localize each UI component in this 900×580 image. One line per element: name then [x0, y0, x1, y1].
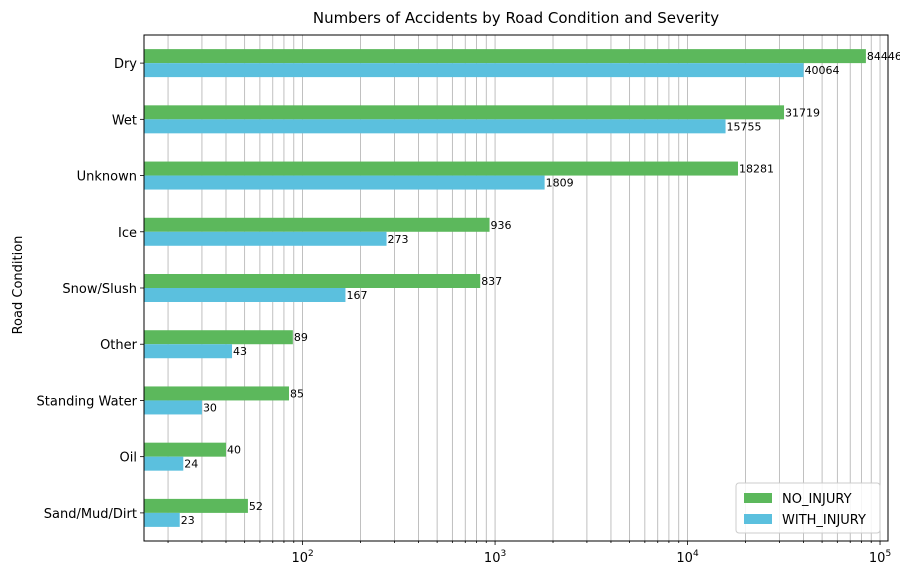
data-label: 15755: [727, 120, 762, 133]
bar-with-injury: [144, 63, 804, 78]
data-label: 18281: [739, 163, 774, 176]
bars: [144, 49, 866, 527]
legend-swatch: [744, 514, 772, 524]
data-label: 85: [290, 387, 304, 400]
data-label: 167: [346, 289, 367, 302]
bar-with-injury: [144, 231, 387, 246]
data-label: 31719: [785, 106, 820, 119]
bar-with-injury: [144, 288, 346, 302]
data-label: 40: [227, 444, 241, 457]
bar-no-injury: [144, 498, 248, 513]
bar-no-injury: [144, 161, 738, 176]
data-label: 84446: [867, 50, 900, 63]
data-label: 43: [233, 345, 247, 358]
data-label: 936: [491, 219, 512, 232]
legend-label: WITH_INJURY: [782, 513, 866, 528]
y-axis-ticks: Dry Wet Unknown Ice Snow/Slush Other Standing …: [37, 57, 144, 522]
bar-no-injury: [144, 217, 490, 232]
data-label: 30: [203, 401, 217, 414]
x-tick-label: 103: [484, 549, 506, 566]
data-label: 89: [294, 331, 308, 344]
y-tick-label: Wet: [112, 113, 137, 128]
bar-no-injury: [144, 386, 290, 401]
bar-no-injury: [144, 330, 293, 345]
y-tick-label: Other: [100, 338, 138, 353]
y-tick-label: Unknown: [77, 170, 137, 185]
legend-swatch: [744, 493, 772, 503]
y-tick-label: Dry: [114, 57, 137, 72]
x-tick-label: 102: [291, 549, 313, 566]
legend: NO_INJURY WITH_INJURY: [735, 482, 881, 534]
x-tick-label: 105: [869, 549, 891, 566]
x-tick-label: 104: [676, 549, 699, 566]
y-tick-label: Ice: [118, 226, 137, 241]
data-label: 1809: [546, 177, 574, 190]
bar-with-injury: [144, 512, 180, 527]
data-label: 24: [184, 458, 198, 471]
bar-with-injury: [144, 175, 545, 190]
legend-label: NO_INJURY: [782, 492, 852, 507]
chart-title: Numbers of Accidents by Road Condition a…: [313, 9, 719, 27]
data-label: 40064: [805, 64, 840, 77]
data-labels: 84446 40064 31719 15755 18281 1809 936 273 837 16…: [181, 50, 900, 527]
bar-with-injury: [144, 456, 184, 471]
bar-no-injury: [144, 105, 785, 120]
x-axis-ticks: 102 103 104 105: [167, 541, 891, 566]
bar-no-injury: [144, 442, 226, 457]
y-tick-label: Sand/Mud/Dirt: [44, 507, 137, 522]
bar-with-injury: [144, 119, 726, 134]
bar-with-injury: [144, 344, 233, 359]
y-tick-label: Snow/Slush: [62, 282, 137, 297]
bar-no-injury: [144, 274, 481, 288]
y-axis-label: Road Condition: [11, 236, 26, 335]
bar-no-injury: [144, 49, 866, 64]
data-label: 273: [388, 233, 409, 246]
y-tick-label: Standing Water: [37, 394, 138, 409]
data-label: 837: [481, 275, 502, 288]
y-tick-label: Oil: [120, 451, 137, 466]
data-label: 52: [249, 500, 263, 513]
bar-with-injury: [144, 400, 202, 415]
data-label: 23: [181, 514, 195, 527]
